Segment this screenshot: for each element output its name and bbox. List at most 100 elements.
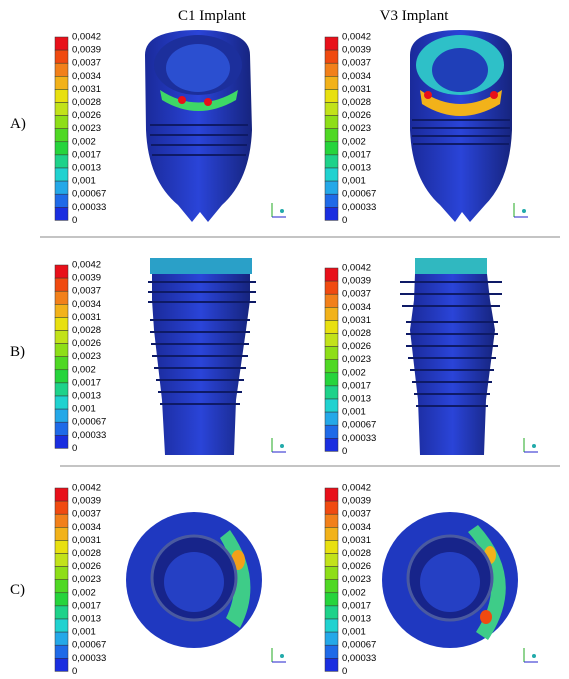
legend-label: 0 bbox=[342, 215, 347, 226]
legend-label: 0,002 bbox=[72, 587, 96, 598]
legend-swatch bbox=[325, 116, 338, 129]
legend-swatch bbox=[325, 399, 338, 412]
legend-label: 0,0042 bbox=[72, 260, 101, 271]
legend-label: 0,00033 bbox=[72, 202, 106, 213]
legend-label: 0,0037 bbox=[342, 289, 371, 300]
implant-a-c1 bbox=[145, 30, 252, 222]
legend-label: 0,0042 bbox=[72, 483, 101, 494]
legend-label: 0,0023 bbox=[342, 123, 371, 134]
legend-label: 0,0013 bbox=[72, 163, 101, 174]
legend-label: 0,0037 bbox=[72, 286, 101, 297]
row-label: A) bbox=[10, 116, 26, 132]
legend-label: 0,00033 bbox=[342, 433, 376, 444]
legend-label: 0,002 bbox=[72, 364, 96, 375]
legend-label: 0,0039 bbox=[342, 496, 371, 507]
legend-swatch bbox=[325, 554, 338, 567]
legend-label: 0,0013 bbox=[342, 614, 371, 625]
legend-swatch bbox=[55, 540, 68, 553]
legend-label: 0,0017 bbox=[342, 600, 371, 611]
legend-label: 0,0023 bbox=[72, 123, 101, 134]
legend-label: 0,002 bbox=[342, 136, 366, 147]
legend-label: 0,0023 bbox=[342, 574, 371, 585]
legend-swatch bbox=[325, 181, 338, 194]
legend-label: 0,00067 bbox=[342, 420, 376, 431]
legend-swatch bbox=[325, 514, 338, 527]
legend-swatch bbox=[55, 632, 68, 645]
legend-label: 0,0031 bbox=[342, 315, 371, 326]
legend-swatch bbox=[55, 37, 68, 50]
legend-label: 0,0028 bbox=[72, 97, 101, 108]
legend-swatch bbox=[325, 373, 338, 386]
legend-label: 0,002 bbox=[72, 136, 96, 147]
legend-swatch bbox=[325, 360, 338, 373]
legend-swatch bbox=[55, 501, 68, 514]
legend-swatch bbox=[55, 181, 68, 194]
legend-swatch bbox=[55, 76, 68, 89]
legend-label: 0,0031 bbox=[72, 535, 101, 546]
legend-label: 0 bbox=[72, 215, 77, 226]
legend-label: 0,0037 bbox=[342, 509, 371, 520]
row-label: B) bbox=[10, 344, 25, 360]
legend-swatch bbox=[55, 331, 68, 344]
legend-swatch bbox=[55, 580, 68, 593]
legend-label: 0,0013 bbox=[72, 614, 101, 625]
legend-label: 0 bbox=[72, 443, 77, 454]
implant-a-v3 bbox=[410, 30, 512, 222]
color-legend: 0,00420,00390,00370,00340,00310,00280,00… bbox=[55, 483, 106, 677]
legend-swatch bbox=[325, 567, 338, 580]
legend-swatch bbox=[325, 527, 338, 540]
legend-label: 0,00033 bbox=[342, 653, 376, 664]
legend-swatch bbox=[55, 194, 68, 207]
legend-label: 0,0039 bbox=[342, 276, 371, 287]
legend-swatch bbox=[55, 103, 68, 116]
legend-swatch bbox=[325, 89, 338, 102]
legend-swatch bbox=[55, 554, 68, 567]
legend-label: 0,0017 bbox=[72, 377, 101, 388]
legend-swatch bbox=[325, 129, 338, 142]
legend-label: 0,0028 bbox=[342, 548, 371, 559]
legend-swatch bbox=[325, 334, 338, 347]
legend-swatch bbox=[325, 307, 338, 320]
legend-label: 0,001 bbox=[72, 404, 96, 415]
legend-label: 0,002 bbox=[342, 367, 366, 378]
legend-swatch bbox=[55, 50, 68, 63]
color-legend: 0,00420,00390,00370,00340,00310,00280,00… bbox=[55, 260, 106, 454]
page: C1 Implant V3 Implant A) B) C) bbox=[0, 0, 569, 679]
legend-swatch bbox=[325, 540, 338, 553]
legend-label: 0,0034 bbox=[342, 71, 371, 82]
legend-label: 0,0034 bbox=[72, 299, 101, 310]
legend-label: 0,0026 bbox=[72, 338, 101, 349]
legend-label: 0,0039 bbox=[72, 273, 101, 284]
legend-label: 0,0034 bbox=[72, 522, 101, 533]
legend-swatch bbox=[325, 501, 338, 514]
legend-label: 0 bbox=[342, 666, 347, 677]
legend-swatch bbox=[55, 606, 68, 619]
legend-label: 0,0023 bbox=[342, 354, 371, 365]
legend-label: 0,00067 bbox=[342, 189, 376, 200]
legend-swatch bbox=[55, 357, 68, 370]
legend-label: 0,0028 bbox=[342, 97, 371, 108]
legend-label: 0,0042 bbox=[342, 32, 371, 43]
legend-swatch bbox=[325, 593, 338, 606]
legend-label: 0,0031 bbox=[342, 535, 371, 546]
legend-label: 0,0031 bbox=[342, 84, 371, 95]
legend-label: 0,0023 bbox=[72, 574, 101, 585]
legend-label: 0,0013 bbox=[342, 394, 371, 405]
legend-swatch bbox=[325, 168, 338, 181]
legend-label: 0,0034 bbox=[342, 522, 371, 533]
legend-swatch bbox=[325, 438, 338, 451]
legend-swatch bbox=[55, 645, 68, 658]
legend-label: 0,0026 bbox=[72, 561, 101, 572]
implant-b-v3 bbox=[400, 258, 502, 455]
legend-swatch bbox=[55, 317, 68, 330]
legend-label: 0,0023 bbox=[72, 351, 101, 362]
legend-label: 0,0042 bbox=[72, 32, 101, 43]
legend-swatch bbox=[55, 168, 68, 181]
legend-label: 0,0017 bbox=[72, 600, 101, 611]
color-legend: 0,00420,00390,00370,00340,00310,00280,00… bbox=[325, 483, 376, 677]
legend-label: 0,0039 bbox=[72, 496, 101, 507]
legend-label: 0,0026 bbox=[342, 341, 371, 352]
legend-swatch bbox=[55, 619, 68, 632]
legend-label: 0,001 bbox=[342, 627, 366, 638]
legend-swatch bbox=[325, 76, 338, 89]
